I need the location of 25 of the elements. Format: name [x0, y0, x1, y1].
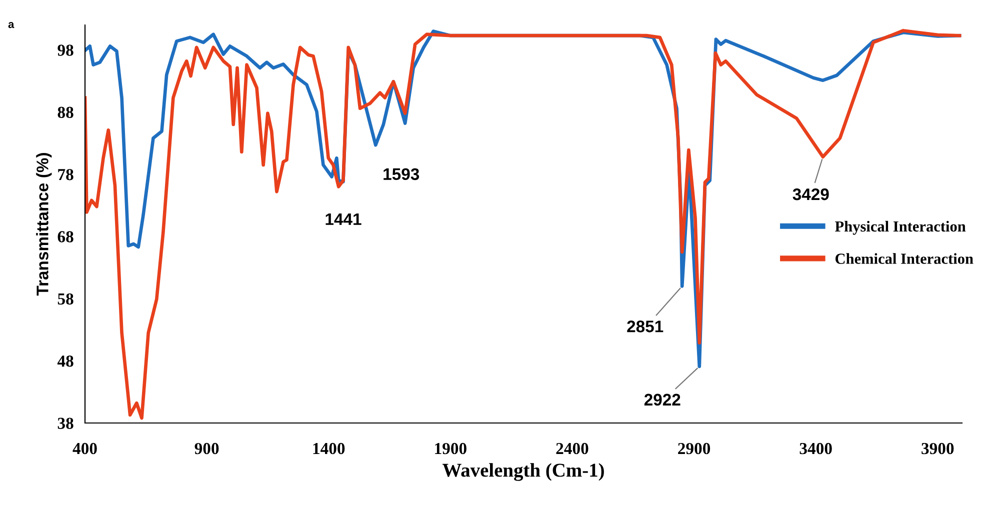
y-tick-label: 58	[58, 293, 74, 305]
x-tick-label: 400	[72, 442, 97, 454]
y-tick-label: 48	[57, 356, 74, 367]
x-tick-label: 900	[194, 442, 219, 454]
x-tick-label: 2400	[556, 442, 588, 454]
annotation: 1593	[384, 168, 420, 180]
y-axis-title: Transmittance (%)	[36, 153, 52, 296]
x-axis-title: Wavelength (Cm-1)	[442, 463, 604, 481]
x-tick-label: 3400	[800, 442, 832, 454]
x-tick-label: 1900	[435, 442, 466, 454]
x-tick-label: 1400	[313, 442, 345, 454]
x-tick-label: 2900	[678, 442, 710, 454]
y-tick-label: 38	[58, 418, 74, 429]
annotation: 2851	[627, 320, 664, 332]
y-tick-label: 78	[58, 168, 74, 180]
y-tick-label: 88	[58, 106, 74, 118]
annotation: 1441	[326, 213, 362, 225]
y-tick-label: 68	[58, 231, 74, 242]
legend-label: Physical Interaction	[835, 220, 966, 235]
text: a	[8, 22, 14, 28]
annotation: 3429	[792, 188, 829, 200]
legend-label: Chemical Interaction	[836, 253, 974, 264]
x-tick-label: 3900	[922, 442, 954, 454]
annotation: 2922	[644, 394, 680, 406]
y-tick-label: 98	[58, 44, 74, 56]
